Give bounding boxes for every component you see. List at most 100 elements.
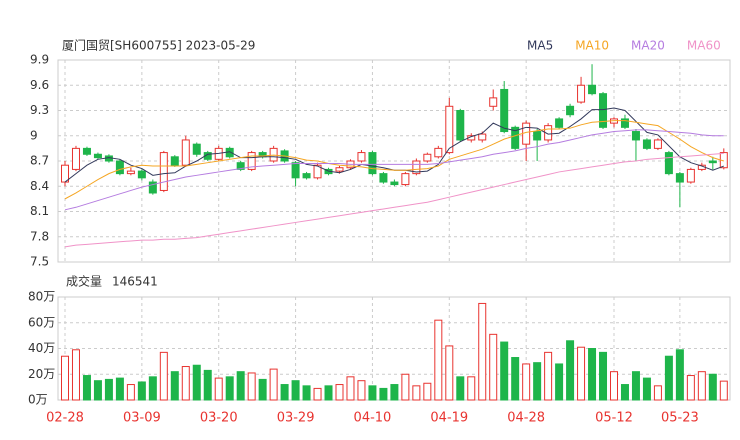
volume-bar <box>214 377 223 401</box>
candle-body <box>192 143 201 155</box>
candle-body <box>82 147 91 155</box>
legend-entry: MA60 <box>687 39 721 53</box>
candle-body <box>500 88 509 133</box>
volume-bar <box>719 380 728 401</box>
volume-bar <box>631 371 640 401</box>
volume-bar <box>697 371 706 401</box>
y-tick-label: 9.6 <box>30 78 49 92</box>
y-tick-label: 9 <box>30 128 38 142</box>
x-tick-label: 02-28 <box>46 411 84 426</box>
volume-bar <box>653 385 662 401</box>
y-tick-label: 40万 <box>28 341 55 355</box>
candle-body <box>631 131 640 141</box>
volume-bar <box>302 385 311 401</box>
volume-bar <box>401 373 410 401</box>
volume-bar <box>610 371 618 401</box>
volume-bar <box>642 377 651 401</box>
volume-bar <box>181 366 190 401</box>
volume-bar <box>379 387 388 401</box>
volume-bar <box>247 372 256 401</box>
volume-bar <box>148 376 157 401</box>
candle-body <box>390 181 399 186</box>
y-tick-label: 0万 <box>28 393 48 407</box>
candle-body <box>566 105 575 116</box>
y-tick-label: 7.8 <box>30 229 49 243</box>
y-tick-label: 7.5 <box>30 255 49 269</box>
y-tick-label: 8.4 <box>30 179 49 193</box>
volume-bar <box>522 363 531 401</box>
y-tick-label: 80万 <box>28 290 55 304</box>
candle-body <box>533 131 542 141</box>
volume-bar <box>357 380 366 401</box>
candle-body <box>335 167 344 172</box>
volume-bar <box>686 375 695 401</box>
volume-bar <box>412 385 421 401</box>
legend-entry: MA10 <box>575 39 609 53</box>
volume-bar <box>390 384 399 401</box>
candle-body <box>478 133 487 141</box>
x-tick-label: 04-28 <box>507 411 545 426</box>
volume-bar <box>93 380 102 401</box>
volume-bar <box>335 384 344 401</box>
candle-body <box>555 118 564 128</box>
candle-body <box>71 147 80 170</box>
volume-bar <box>445 345 454 401</box>
volume-bar <box>115 377 124 401</box>
candle-body <box>708 160 717 164</box>
candle-body <box>544 125 553 141</box>
volume-bar <box>170 371 179 401</box>
candle-body <box>236 162 245 170</box>
ma-line <box>64 120 724 200</box>
candle-body <box>61 164 69 183</box>
volume-bar <box>620 384 629 401</box>
x-tick-label: 03-20 <box>200 411 238 426</box>
candle-body <box>456 110 465 141</box>
volume-bar <box>137 381 146 401</box>
candle-body <box>159 152 168 191</box>
x-tick-label: 05-12 <box>595 411 633 426</box>
volume-bar <box>675 349 684 401</box>
y-tick-label: 8.7 <box>30 154 49 168</box>
candle-body <box>137 170 146 179</box>
candle-body <box>181 139 190 166</box>
volume-bar <box>203 369 212 401</box>
volume-bar <box>467 376 476 401</box>
volume-bar <box>434 319 443 401</box>
candle-body <box>511 126 520 149</box>
ma-line <box>64 152 724 248</box>
x-tick-label: 05-23 <box>661 411 699 426</box>
volume-title: 成交量 <box>66 274 102 289</box>
volume-bar <box>225 376 234 401</box>
candle-body <box>115 160 124 175</box>
volume-bar <box>544 351 553 401</box>
volume-bar <box>61 355 69 401</box>
candle-body <box>93 153 102 159</box>
volume-bar <box>324 385 333 401</box>
volume-bar <box>708 373 717 401</box>
candle-body <box>653 139 662 149</box>
x-tick-label: 03-09 <box>123 411 161 426</box>
volume-bar <box>511 357 520 401</box>
y-tick-label: 20万 <box>28 367 55 381</box>
volume-bar <box>192 364 201 401</box>
candle-body <box>434 147 443 158</box>
volume-bar <box>346 376 355 401</box>
chart-title: 厦门国贸[SH600755] 2023-05-29 <box>62 38 255 53</box>
volume-bar <box>159 351 168 401</box>
candle-body <box>401 173 410 186</box>
volume-bar <box>104 378 113 401</box>
volume-bar <box>82 375 91 401</box>
candle-body <box>170 156 179 166</box>
volume-bar <box>291 380 300 401</box>
volume-last: 146541 <box>112 275 158 289</box>
ma-line <box>64 129 724 211</box>
candle-body <box>412 160 421 175</box>
x-tick-label: 03-29 <box>277 411 315 426</box>
candle-body <box>291 162 300 179</box>
volume-bar <box>664 355 673 401</box>
candle-body <box>445 105 454 154</box>
volume-bar <box>71 349 80 401</box>
y-tick-label: 60万 <box>28 315 55 329</box>
candle-body <box>642 139 651 149</box>
